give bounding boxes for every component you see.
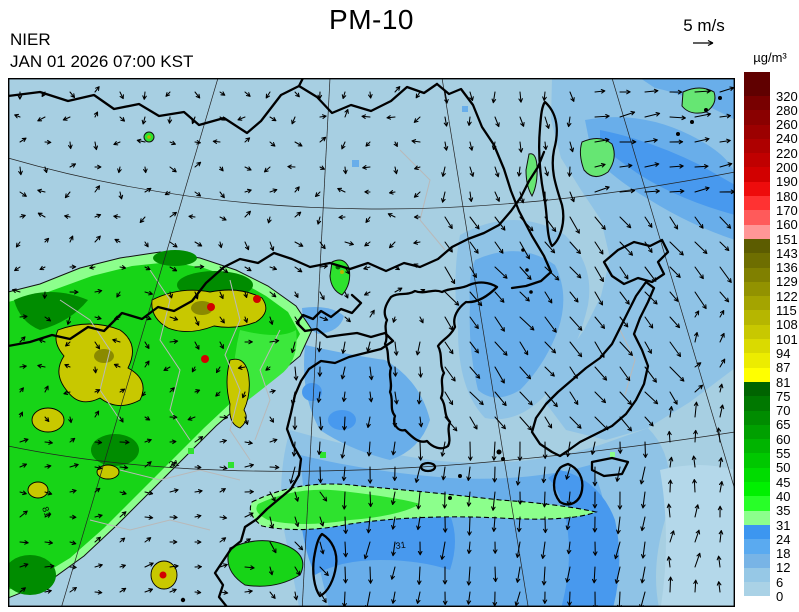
pm-field-small-blobs xyxy=(143,87,716,296)
colorbar-band xyxy=(744,167,770,182)
colorbar-band xyxy=(744,353,770,368)
colorbar-band xyxy=(744,410,770,425)
colorbar-band xyxy=(744,482,770,497)
colorbar-tick: 31 xyxy=(776,517,791,533)
map-panel: 31 31 81 xyxy=(7,77,735,607)
colorbar-band xyxy=(744,110,770,125)
colorbar-band xyxy=(744,196,770,211)
colorbar-band xyxy=(744,124,770,139)
wind-scale-arrow-icon xyxy=(693,39,714,47)
colorbar-tick: 81 xyxy=(776,374,791,390)
agency-label: NIER xyxy=(10,30,51,49)
colorbar-tick: 280 xyxy=(776,102,798,118)
colorbar-tick: 190 xyxy=(776,174,798,190)
colorbar-band xyxy=(744,539,770,554)
colorbar-band xyxy=(744,582,770,597)
colorbar-band xyxy=(744,567,770,583)
colorbar-band xyxy=(744,553,770,568)
contour-label: 81 xyxy=(40,505,53,518)
colorbar-band xyxy=(744,181,770,197)
contour-labels: 31 31 81 xyxy=(40,458,406,551)
colorbar-band xyxy=(744,96,770,111)
colorbar-tick: 220 xyxy=(776,145,798,161)
forecast-map: 31 31 81 xyxy=(7,77,735,607)
colorbar-tick: 170 xyxy=(776,202,798,218)
colorbar-tick: 200 xyxy=(776,160,798,175)
colorbar-band xyxy=(744,224,770,239)
colorbar-tick: 129 xyxy=(776,274,798,290)
small-islands xyxy=(180,96,722,603)
map-frame xyxy=(7,77,735,607)
graticule xyxy=(8,78,735,607)
colorbar-band xyxy=(744,524,770,540)
colorbar-band xyxy=(744,281,770,297)
colorbar-tick: 108 xyxy=(776,317,798,333)
timestamp-label: JAN 01 2026 07:00 KST xyxy=(10,52,194,71)
colorbar-tick: 18 xyxy=(776,546,791,562)
colorbar-band xyxy=(744,339,770,354)
colorbar-tick: 6 xyxy=(776,574,784,590)
colorbar-tick: 143 xyxy=(776,245,798,261)
colorbar-tick: 87 xyxy=(776,360,791,376)
colorbar-tick: 180 xyxy=(776,188,798,204)
wind-vectors xyxy=(11,86,735,607)
colorbar-tick: 24 xyxy=(776,531,791,547)
colorbar-band xyxy=(744,138,770,154)
contour-label: 31 xyxy=(168,458,180,470)
colorbar-tick-labels: 320 280 260 240 220 200 190 180 170 160 151 143 136 1… xyxy=(776,72,799,604)
page-title: PM-10 xyxy=(329,4,414,35)
colorbar-tick: 122 xyxy=(776,288,798,304)
colorbar-tick: 160 xyxy=(776,217,798,233)
colorbar-band xyxy=(744,381,770,397)
colorbar-tick: 0 xyxy=(776,589,784,604)
colorbar-band xyxy=(744,467,770,483)
colorbar-tick: 50 xyxy=(776,460,791,476)
colorbar-tick: 55 xyxy=(776,446,791,461)
colorbar-tick: 136 xyxy=(776,260,798,276)
colorbar-tick: 35 xyxy=(776,503,791,519)
colorbar-band xyxy=(744,153,770,168)
colorbar-tick: 94 xyxy=(776,345,791,361)
colorbar-tick: 320 xyxy=(776,88,798,104)
colorbar-band xyxy=(744,296,770,311)
contour-label: 31 xyxy=(395,540,406,551)
colorbar-tick: 65 xyxy=(776,417,791,433)
colorbar: 320 280 260 240 220 200 190 180 170 160 151 143 136 1… xyxy=(744,72,799,604)
colorbar-band xyxy=(744,439,770,454)
colorbar-tick: 60 xyxy=(776,431,791,447)
colorbar-band xyxy=(744,396,770,411)
colorbar-tick: 115 xyxy=(776,303,797,318)
colorbar-band xyxy=(744,510,770,525)
colorbar-band xyxy=(744,367,770,382)
colorbar-tick: 240 xyxy=(776,131,798,147)
wind-scale-label: 5 m/s xyxy=(683,16,725,35)
colorbar-tick: 101 xyxy=(776,331,798,347)
wind-scale-legend: 5 m/s xyxy=(664,16,744,48)
admin-borders xyxy=(59,149,636,531)
colorbar-bands xyxy=(744,72,770,597)
colorbar-band xyxy=(744,267,770,282)
colorbar-band xyxy=(744,424,770,440)
colorbar-tick: 260 xyxy=(776,117,798,133)
colorbar-band xyxy=(744,253,770,268)
colorbar-tick: 70 xyxy=(776,403,791,419)
colorbar-band xyxy=(744,496,770,511)
colorbar-tick: 75 xyxy=(776,388,791,404)
colorbar-band xyxy=(744,324,770,340)
colorbar-band xyxy=(744,310,770,325)
colorbar-band xyxy=(744,210,770,225)
colorbar-tick: 151 xyxy=(776,231,798,247)
colorbar-tick: 45 xyxy=(776,474,791,490)
colorbar-tick: 12 xyxy=(776,560,791,576)
colorbar-band xyxy=(744,238,770,254)
colorbar-band xyxy=(744,72,770,96)
colorbar-band xyxy=(744,453,770,468)
coastlines xyxy=(8,78,670,607)
colorbar-tick: 40 xyxy=(776,488,791,504)
colorbar-unit-label: µg/m³ xyxy=(753,50,787,65)
pm-field-ocean-blues xyxy=(8,78,735,607)
pm-field-china-plume xyxy=(8,250,313,599)
